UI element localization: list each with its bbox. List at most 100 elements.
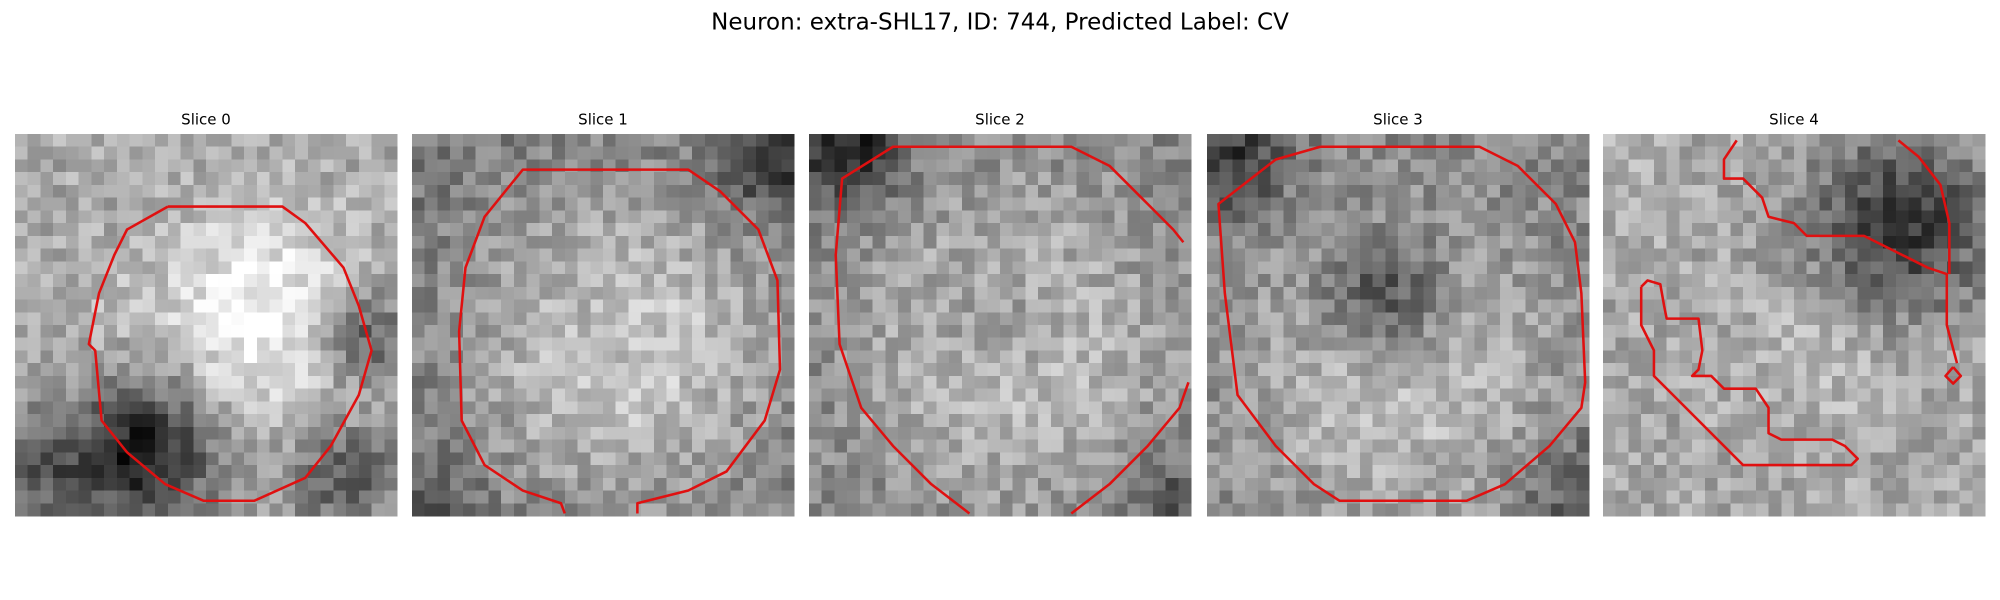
pixel — [1768, 312, 1782, 326]
pixel — [653, 172, 667, 186]
pixel — [910, 312, 924, 326]
pixel — [1232, 337, 1246, 351]
pixel — [1207, 414, 1220, 428]
pixel — [923, 375, 937, 389]
pixel — [653, 210, 667, 224]
pixel — [1819, 350, 1833, 364]
pixel — [809, 477, 822, 491]
pixel — [910, 274, 924, 288]
pixel — [1012, 197, 1026, 211]
pixel — [910, 184, 924, 198]
pixel — [1895, 337, 1909, 351]
pixel — [231, 159, 245, 173]
pixel — [256, 414, 270, 428]
pixel — [1283, 503, 1297, 517]
pixel — [501, 452, 515, 466]
pixel — [704, 223, 718, 237]
pixel — [40, 184, 54, 198]
pixel — [577, 401, 591, 415]
pixel — [1883, 503, 1897, 517]
pixel — [859, 299, 873, 313]
pixel — [1025, 375, 1039, 389]
pixel — [40, 490, 54, 504]
pixel — [1679, 210, 1693, 224]
pixel — [1296, 235, 1310, 249]
pixel — [1165, 414, 1179, 428]
pixel — [1207, 159, 1220, 173]
pixel — [180, 426, 194, 440]
pixel — [1423, 223, 1437, 237]
pixel — [1895, 159, 1909, 173]
pixel — [1232, 350, 1246, 364]
pixel — [1743, 477, 1757, 491]
pixel — [450, 490, 464, 504]
pixel — [437, 363, 451, 377]
pixel — [1730, 248, 1744, 262]
pixel — [1178, 261, 1192, 275]
pixel — [1436, 184, 1450, 198]
pixel — [692, 363, 706, 377]
pixel — [898, 388, 912, 402]
pixel — [1959, 465, 1973, 479]
pixel — [1207, 299, 1220, 313]
pixel — [1615, 503, 1629, 517]
pixel — [1436, 477, 1450, 491]
pixel — [333, 184, 347, 198]
pixel — [1308, 134, 1322, 147]
pixel — [1844, 465, 1858, 479]
pixel — [1089, 503, 1103, 517]
pixel — [269, 248, 283, 262]
pixel — [1908, 312, 1922, 326]
pixel — [1448, 299, 1462, 313]
pixel — [1152, 274, 1166, 288]
pixel — [104, 274, 118, 288]
pixel — [743, 274, 757, 288]
pixel — [1717, 223, 1731, 237]
pixel — [1857, 503, 1871, 517]
pixel — [1321, 401, 1335, 415]
pixel — [577, 490, 591, 504]
pixel — [641, 286, 655, 300]
pixel — [1165, 426, 1179, 440]
pixel — [961, 299, 975, 313]
pixel — [1653, 223, 1667, 237]
pixel — [180, 172, 194, 186]
pixel — [1487, 197, 1501, 211]
pixel — [104, 325, 118, 338]
pixel — [475, 465, 489, 479]
pixel — [437, 388, 451, 402]
pixel — [15, 172, 28, 186]
pixel — [65, 375, 79, 389]
pixel — [1219, 350, 1233, 364]
pixel — [1679, 414, 1693, 428]
pixel — [1232, 134, 1246, 147]
pixel — [1423, 401, 1437, 415]
pixel — [1883, 490, 1897, 504]
pixel — [1140, 146, 1154, 160]
pixel — [653, 223, 667, 237]
panel-title: Slice 1 — [578, 111, 628, 129]
pixel — [809, 210, 822, 224]
pixel — [1819, 274, 1833, 288]
pixel — [1666, 134, 1680, 147]
pixel — [910, 388, 924, 402]
pixel — [821, 248, 835, 262]
pixel — [641, 210, 655, 224]
pixel — [1347, 465, 1361, 479]
pixel — [1321, 223, 1335, 237]
pixel — [526, 350, 540, 364]
pixel — [1641, 159, 1655, 173]
pixel — [1857, 146, 1871, 160]
pixel — [1794, 465, 1807, 479]
pixel — [615, 184, 629, 198]
pixel — [1576, 477, 1590, 491]
pixel — [1114, 388, 1128, 402]
pixel — [1692, 235, 1706, 249]
pixel — [1140, 490, 1154, 504]
pixel — [577, 134, 591, 147]
pixel — [142, 388, 156, 402]
pixel — [1474, 299, 1488, 313]
pixel — [384, 414, 398, 428]
pixel — [1385, 503, 1399, 517]
pixel — [1089, 363, 1103, 377]
